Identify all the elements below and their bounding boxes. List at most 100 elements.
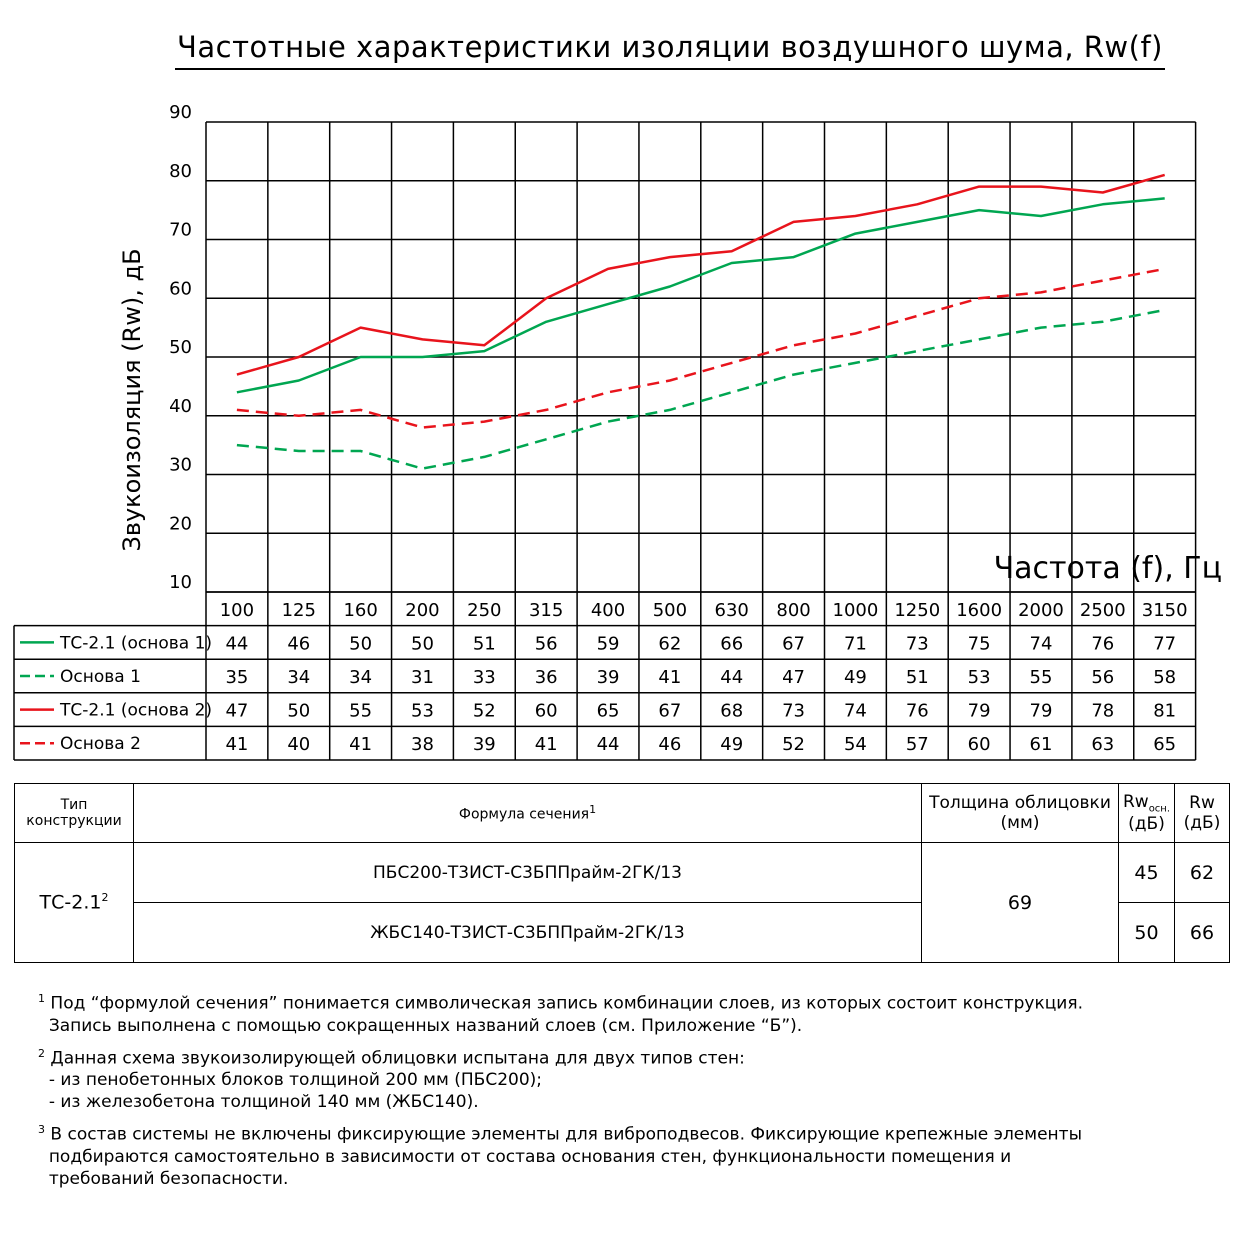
- footnotes: 1 Под “формулой сечения” понимается симв…: [38, 988, 1218, 1196]
- chart-grid: [13, 121, 1197, 761]
- section-formula-table: Тип конструкции Формула сечения1 Толщина…: [14, 783, 1230, 963]
- legend-label-4: Основа 2: [60, 734, 141, 754]
- data-label: 38: [411, 734, 434, 755]
- data-label: 56: [1091, 667, 1114, 688]
- header-rw-base: Rwосн. (дБ): [1118, 783, 1175, 843]
- data-label: 78: [1091, 701, 1114, 722]
- data-label: 54: [844, 734, 867, 755]
- data-label: 53: [968, 667, 991, 688]
- x-category-label: 400: [591, 600, 625, 621]
- x-axis-label: Частота (f), Гц: [994, 551, 1222, 586]
- header-thickness: Толщина облицовки (мм): [921, 783, 1119, 843]
- y-tick-label: 50: [169, 337, 192, 358]
- data-label: 49: [720, 734, 743, 755]
- rw-cell-1: 62: [1174, 842, 1230, 903]
- data-label: 71: [844, 633, 867, 654]
- header-type: Тип конструкции: [14, 783, 134, 843]
- data-label: 41: [349, 734, 372, 755]
- formula-cell-1: ПБС200-Т3ИСТ-С3БППрайм-2ГК/13: [133, 842, 922, 903]
- data-label: 34: [349, 667, 372, 688]
- header-rw: Rw (дБ): [1174, 783, 1230, 843]
- data-label: 33: [473, 667, 496, 688]
- chart-series-lines: [236, 173, 1166, 470]
- data-label: 65: [1153, 734, 1176, 755]
- data-label: 50: [349, 633, 372, 654]
- y-tick-label: 70: [169, 220, 192, 241]
- data-label: 53: [411, 701, 434, 722]
- x-category-label: 100: [220, 600, 254, 621]
- data-label: 44: [597, 734, 620, 755]
- data-label: 52: [782, 734, 805, 755]
- x-category-label: 800: [776, 600, 810, 621]
- footnote-3: 3 В состав системы не включены фиксирующ…: [38, 1123, 1082, 1189]
- data-label: 36: [535, 667, 558, 688]
- data-label: 55: [1030, 667, 1053, 688]
- chart-title: Частотные характеристики изоляции воздуш…: [0, 30, 1252, 70]
- y-axis-label: Звукоизоляция (Rw), дБ: [118, 248, 146, 551]
- header-formula: Формула сечения1: [133, 783, 922, 843]
- data-label: 77: [1153, 633, 1176, 654]
- data-label: 67: [782, 633, 805, 654]
- x-category-label: 2000: [1018, 600, 1064, 621]
- data-label: 79: [968, 701, 991, 722]
- data-label: 55: [349, 701, 372, 722]
- data-label: 61: [1030, 734, 1053, 755]
- chart-legend: ТС-2.1 (основа 1) Основа 1 ТС-2.1 (основа …: [20, 633, 212, 754]
- formula-cell-2: ЖБС140-Т3ИСТ-С3БППрайм-2ГК/13: [133, 902, 922, 963]
- x-category-label: 1000: [833, 600, 879, 621]
- data-label: 60: [968, 734, 991, 755]
- rw-base-cell-2: 50: [1118, 902, 1175, 963]
- frequency-chart: 10 20 30 40 50 60 70 80 90 Звукоизоляция (Rw), д…: [13, 102, 1222, 761]
- footnote-1: 1 Под “формулой сечения” понимается симв…: [38, 992, 1083, 1036]
- rw-base-cell-1: 45: [1118, 842, 1175, 903]
- series-line-3: [236, 173, 1166, 376]
- y-tick-label: 60: [169, 278, 192, 299]
- y-tick-label: 20: [169, 513, 192, 534]
- y-tick-label: 40: [169, 396, 192, 417]
- data-label: 40: [287, 734, 310, 755]
- data-label: 59: [597, 633, 620, 654]
- x-category-label: 2500: [1080, 600, 1126, 621]
- x-category-label: 1250: [894, 600, 940, 621]
- footnote-2: 2 Данная схема звукоизолирующей облицовк…: [38, 1046, 745, 1113]
- data-label: 50: [411, 633, 434, 654]
- data-label: 57: [906, 734, 929, 755]
- data-label: 76: [906, 701, 929, 722]
- data-label: 68: [720, 701, 743, 722]
- y-tick-label: 10: [169, 572, 192, 593]
- data-label: 31: [411, 667, 434, 688]
- data-label: 74: [844, 701, 867, 722]
- data-label: 47: [225, 701, 248, 722]
- data-label: 73: [906, 633, 929, 654]
- data-table-cells: 44 46 50 50 51 56 59 62 66 67 71 73 75 74 76 77 35 34 34 31…: [225, 633, 1176, 755]
- data-label: 41: [535, 734, 558, 755]
- data-label: 60: [535, 701, 558, 722]
- data-label: 46: [287, 633, 310, 654]
- y-tick-label: 30: [169, 455, 192, 476]
- series-line-1: [236, 197, 1165, 394]
- y-tick-labels: 10 20 30 40 50 60 70 80 90: [169, 102, 192, 593]
- x-category-label: 3150: [1142, 600, 1188, 621]
- data-label: 79: [1030, 701, 1053, 722]
- x-category-label: 160: [343, 600, 377, 621]
- data-label: 81: [1153, 701, 1176, 722]
- legend-label-3: ТС-2.1 (основа 2): [59, 701, 212, 721]
- x-category-label: 200: [405, 600, 439, 621]
- data-label: 49: [844, 667, 867, 688]
- y-tick-label: 80: [169, 161, 192, 182]
- x-category-label: 630: [715, 600, 749, 621]
- series-line-4: [236, 267, 1165, 429]
- construction-type-cell: ТС-2.12: [14, 842, 134, 963]
- data-label: 39: [597, 667, 620, 688]
- x-category-label: 125: [282, 600, 316, 621]
- data-label: 74: [1030, 633, 1053, 654]
- data-label: 58: [1153, 667, 1176, 688]
- data-label: 76: [1091, 633, 1114, 654]
- data-label: 41: [658, 667, 681, 688]
- data-label: 41: [225, 734, 248, 755]
- data-label: 67: [658, 701, 681, 722]
- data-label: 44: [720, 667, 743, 688]
- data-label: 62: [658, 633, 681, 654]
- data-label: 51: [906, 667, 929, 688]
- legend-label-1: ТС-2.1 (основа 1): [59, 633, 212, 653]
